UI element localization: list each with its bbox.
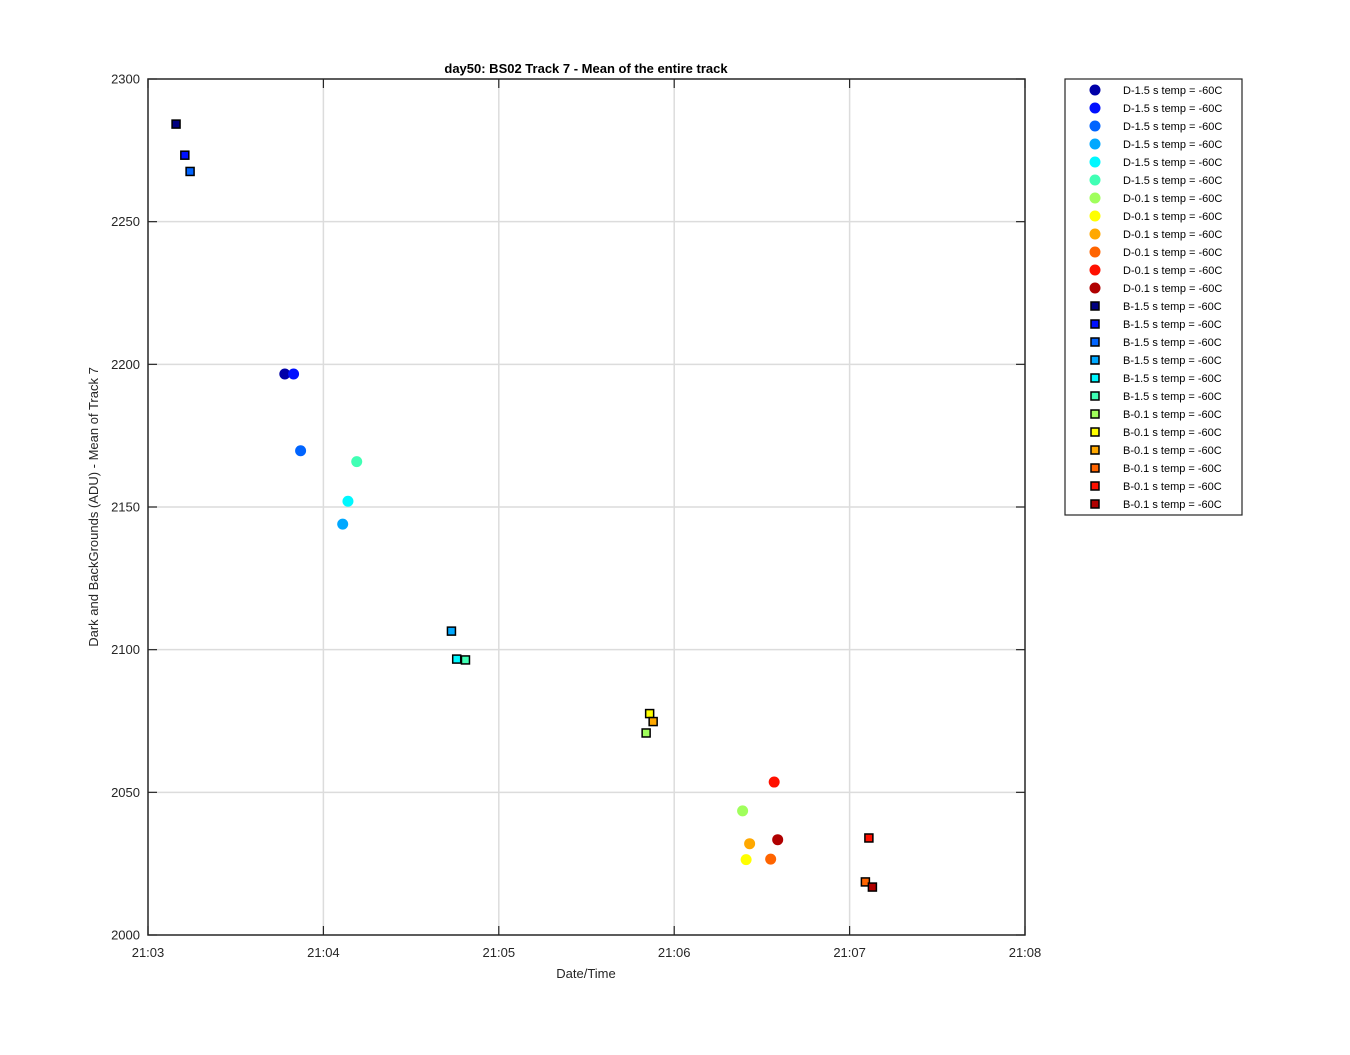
legend-label: D-0.1 s temp = -60C	[1123, 283, 1222, 295]
legend-label: D-0.1 s temp = -60C	[1123, 247, 1222, 259]
legend-marker-circle	[1089, 264, 1101, 276]
legend-marker-square	[1090, 481, 1100, 491]
legend-marker-circle	[1089, 282, 1101, 294]
legend-marker-square	[1090, 499, 1100, 509]
legend-label: B-1.5 s temp = -60C	[1123, 373, 1222, 385]
data-point-circle	[337, 518, 349, 530]
x-axis-label: Date/Time	[556, 966, 615, 981]
y-tick-label: 2150	[111, 500, 140, 515]
x-tick-label: 21:04	[307, 945, 340, 960]
plot-frame	[147, 78, 1026, 936]
legend-marker-circle	[1089, 156, 1101, 168]
legend-label: B-0.1 s temp = -60C	[1123, 427, 1222, 439]
x-tick-label: 21:06	[658, 945, 691, 960]
legend-label: D-1.5 s temp = -60C	[1123, 139, 1222, 151]
legend-marker-square	[1090, 391, 1100, 401]
legend-label: D-0.1 s temp = -60C	[1123, 193, 1222, 205]
legend-label: B-0.1 s temp = -60C	[1123, 463, 1222, 475]
data-point-square	[180, 150, 190, 160]
data-point-circle	[288, 368, 300, 380]
chart-title: day50: BS02 Track 7 - Mean of the entire…	[444, 61, 728, 76]
legend-marker-square	[1090, 319, 1100, 329]
y-tick-label: 2050	[111, 785, 140, 800]
x-tick-label: 21:05	[483, 945, 516, 960]
y-tick-label: 2000	[111, 928, 140, 943]
legend-box	[1064, 78, 1243, 516]
grid-lines	[148, 79, 1025, 935]
legend-label: D-1.5 s temp = -60C	[1123, 103, 1222, 115]
legend-marker-square	[1090, 463, 1100, 473]
legend-marker-square	[1090, 301, 1100, 311]
data-points	[171, 119, 878, 892]
data-point-square	[451, 654, 462, 664]
data-point-circle	[740, 854, 752, 866]
legend-marker-circle	[1089, 84, 1101, 96]
legend-label: B-1.5 s temp = -60C	[1123, 355, 1222, 367]
data-point-circle	[351, 456, 363, 468]
legend-label: D-1.5 s temp = -60C	[1123, 121, 1222, 133]
data-point-square	[641, 728, 651, 738]
data-point-circle	[342, 495, 354, 507]
legend-marker-circle	[1089, 192, 1101, 204]
data-point-square	[460, 655, 471, 665]
legend-marker-circle	[1089, 246, 1101, 258]
y-axis-label: Dark and BackGrounds (ADU) - Mean of Tra…	[86, 367, 101, 647]
legend-label: B-1.5 s temp = -60C	[1123, 301, 1222, 313]
data-point-circle	[765, 853, 777, 865]
legend-label: B-1.5 s temp = -60C	[1123, 391, 1222, 403]
y-tick-label: 2300	[111, 72, 140, 87]
legend-marker-circle	[1089, 174, 1101, 186]
legend-marker-circle	[1089, 120, 1101, 132]
x-tick-label: 21:03	[132, 945, 165, 960]
data-point-square	[644, 708, 655, 719]
data-point-square	[648, 716, 658, 727]
legend-label: D-0.1 s temp = -60C	[1123, 229, 1222, 241]
legend-marker-square	[1090, 445, 1100, 455]
legend-label: B-0.1 s temp = -60C	[1123, 409, 1222, 421]
data-point-square	[185, 166, 195, 177]
data-point-circle	[295, 445, 307, 457]
x-tick-label: 21:08	[1009, 945, 1042, 960]
legend-marker-square	[1090, 355, 1100, 365]
legend-marker-circle	[1089, 210, 1101, 222]
axis-ticks: 21:03 21:04 21:05 21:06 21:07 21:08 2000 2050 21…	[111, 72, 1041, 961]
y-tick-label: 2200	[111, 357, 140, 372]
y-tick-label: 2100	[111, 642, 140, 657]
legend-marker-circle	[1089, 228, 1101, 240]
data-point-circle	[744, 838, 756, 850]
x-tick-label: 21:07	[833, 945, 866, 960]
legend: D-1.5 s temp = -60C D-1.5 s temp = -60C D-…	[1064, 78, 1243, 516]
data-point-square	[171, 119, 181, 129]
legend-label: D-1.5 s temp = -60C	[1123, 175, 1222, 187]
legend-marker-square	[1090, 409, 1100, 419]
data-point-square	[860, 877, 871, 887]
legend-label: B-1.5 s temp = -60C	[1123, 337, 1222, 349]
legend-marker-circle	[1089, 102, 1101, 114]
legend-label: D-0.1 s temp = -60C	[1123, 265, 1222, 277]
legend-marker-square	[1090, 373, 1100, 383]
data-point-square	[867, 882, 878, 892]
legend-marker-square	[1090, 427, 1100, 437]
y-tick-label: 2250	[111, 214, 140, 229]
data-point-circle	[768, 776, 780, 788]
legend-label: D-0.1 s temp = -60C	[1123, 211, 1222, 223]
data-point-square	[446, 626, 457, 636]
legend-label: B-0.1 s temp = -60C	[1123, 481, 1222, 493]
legend-label: B-0.1 s temp = -60C	[1123, 445, 1222, 457]
legend-marker-circle	[1089, 138, 1101, 150]
data-point-circle	[737, 805, 749, 817]
legend-label: B-1.5 s temp = -60C	[1123, 319, 1222, 331]
legend-label: D-1.5 s temp = -60C	[1123, 85, 1222, 97]
legend-label: D-1.5 s temp = -60C	[1123, 157, 1222, 169]
legend-label: B-0.1 s temp = -60C	[1123, 499, 1222, 511]
data-point-circle	[772, 834, 784, 846]
legend-marker-square	[1090, 337, 1100, 347]
data-point-circle	[279, 368, 291, 380]
data-point-square	[864, 833, 874, 843]
